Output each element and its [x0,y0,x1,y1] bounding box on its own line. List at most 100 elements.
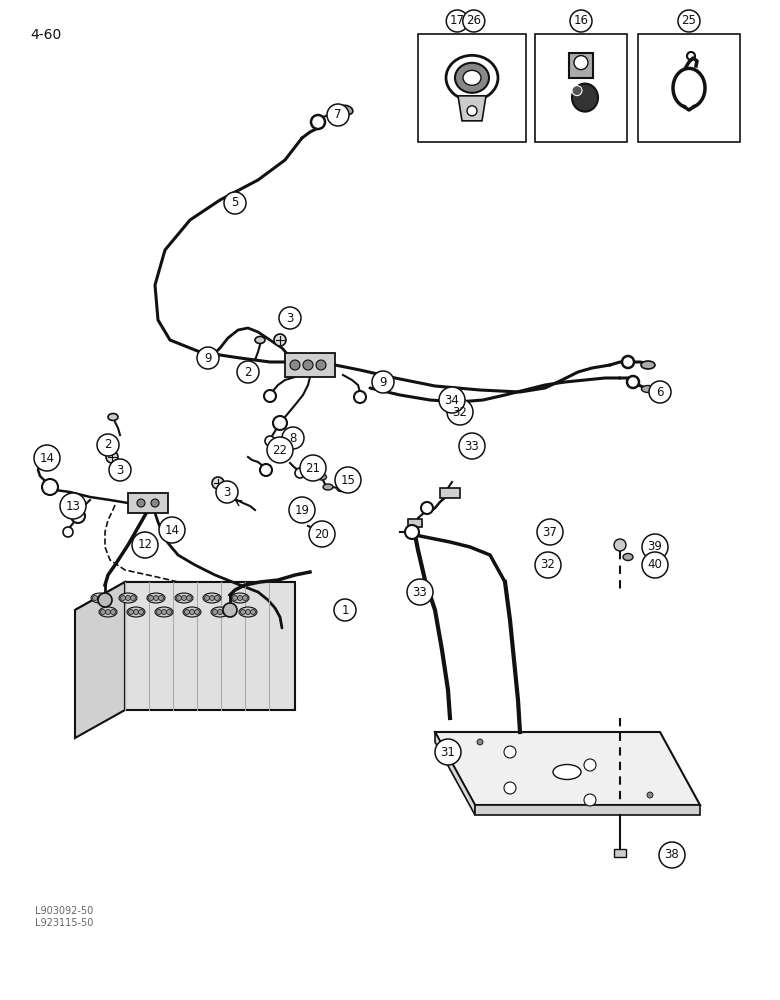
Circle shape [354,391,366,403]
Text: 16: 16 [573,14,588,27]
Text: 12: 12 [137,538,153,552]
Bar [408,519,422,527]
Ellipse shape [155,607,173,617]
Circle shape [237,595,243,600]
Circle shape [151,499,159,507]
Circle shape [627,376,639,388]
Text: 8: 8 [289,432,296,444]
Text: L903092-50: L903092-50 [35,906,94,916]
Text: 3: 3 [116,464,124,477]
Circle shape [190,609,194,614]
Circle shape [222,609,228,614]
Circle shape [659,842,685,868]
Circle shape [120,595,126,600]
Ellipse shape [337,487,345,491]
Circle shape [126,595,130,600]
Circle shape [439,387,465,413]
Circle shape [158,595,164,600]
Circle shape [477,739,483,745]
Circle shape [335,467,361,493]
Ellipse shape [119,593,137,603]
Bar [614,849,626,857]
Polygon shape [569,53,593,78]
Circle shape [642,534,668,560]
Text: 2: 2 [244,365,252,378]
Text: 6: 6 [656,385,664,398]
Ellipse shape [339,105,353,115]
Circle shape [446,10,468,32]
Circle shape [111,609,115,614]
Circle shape [130,595,136,600]
Circle shape [237,361,259,383]
Text: L923115-50: L923115-50 [35,918,94,928]
Bar [285,353,335,377]
Text: 33: 33 [465,440,480,452]
Circle shape [574,56,588,70]
Text: 20: 20 [314,528,329,540]
Circle shape [372,371,394,393]
Circle shape [570,10,592,32]
Circle shape [647,792,653,798]
Circle shape [197,347,219,369]
Ellipse shape [239,607,257,617]
Circle shape [504,782,516,794]
Circle shape [282,427,304,449]
Circle shape [224,192,246,214]
Circle shape [194,609,200,614]
Circle shape [246,609,250,614]
Text: 5: 5 [232,196,239,210]
Ellipse shape [255,336,265,344]
Ellipse shape [553,764,581,780]
Circle shape [232,595,237,600]
Circle shape [584,759,596,771]
Text: 14: 14 [165,524,179,536]
Circle shape [210,595,215,600]
Circle shape [129,609,133,614]
Circle shape [137,499,145,507]
Circle shape [223,603,237,617]
Circle shape [212,609,218,614]
Circle shape [42,479,58,495]
Circle shape [186,595,192,600]
Text: 38: 38 [665,848,679,861]
Circle shape [311,115,325,129]
Circle shape [300,455,326,481]
Ellipse shape [211,607,229,617]
Circle shape [279,307,301,329]
Circle shape [216,481,238,503]
Circle shape [218,609,222,614]
Ellipse shape [203,593,221,603]
Text: 3: 3 [286,312,294,324]
Circle shape [309,521,335,547]
Circle shape [185,609,190,614]
Ellipse shape [641,361,655,369]
Ellipse shape [183,607,201,617]
Ellipse shape [317,474,327,480]
Circle shape [106,451,118,463]
Text: 3: 3 [223,486,231,498]
Ellipse shape [317,529,329,535]
Ellipse shape [323,484,333,490]
Circle shape [157,609,161,614]
Ellipse shape [455,63,489,93]
Text: 9: 9 [204,352,211,364]
Ellipse shape [147,593,165,603]
Text: 39: 39 [647,540,662,554]
Text: 25: 25 [682,14,697,27]
Text: 33: 33 [413,585,427,598]
Text: 2: 2 [105,438,112,452]
Ellipse shape [572,84,598,112]
Ellipse shape [99,607,117,617]
Text: 34: 34 [445,393,459,406]
Circle shape [435,739,461,765]
Polygon shape [435,732,475,815]
Circle shape [176,595,182,600]
Circle shape [334,599,356,621]
Polygon shape [75,582,295,610]
Circle shape [274,334,286,346]
Circle shape [572,86,582,96]
Circle shape [63,527,73,537]
Circle shape [649,381,671,403]
Text: 22: 22 [272,444,288,456]
Text: 32: 32 [452,406,467,418]
